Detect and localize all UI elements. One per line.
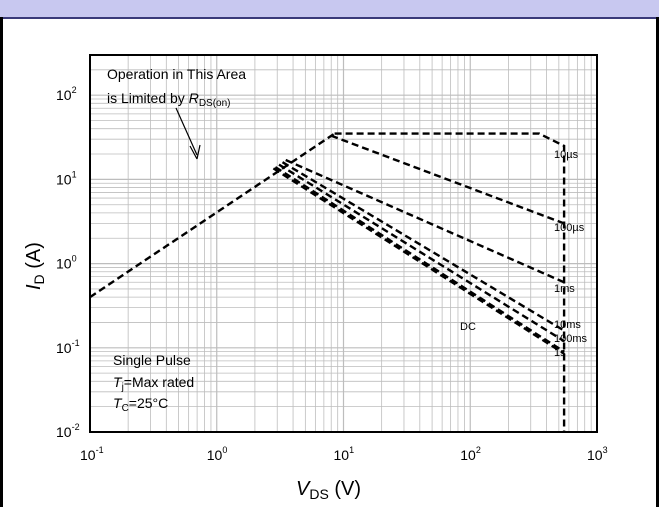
x-tick-label: 100 — [207, 445, 228, 463]
rds-arrow-head — [189, 144, 201, 160]
dc-label: DC — [460, 321, 476, 333]
curve-100ms — [278, 163, 565, 343]
pulse-annotation: Single Pulse Tj=Max rated TC=25°C — [113, 352, 194, 414]
curve-label-1ms: 1ms — [554, 283, 575, 295]
curve-label-10µs: 10µs — [554, 149, 579, 161]
rds-annotation-line1: Operation in This Area — [107, 66, 246, 82]
curve-10µs — [334, 132, 566, 432]
y-axis-title: ID (A) — [23, 242, 47, 290]
curve-label-1s: 1s — [554, 347, 566, 359]
x-axis-title: VDS (V) — [296, 478, 361, 502]
y-tick-label: 10-2 — [56, 422, 80, 440]
curve-1ms — [285, 158, 565, 284]
curve-DC — [272, 167, 565, 355]
curve-1s — [274, 166, 565, 353]
rds-on-limit-line — [89, 132, 336, 299]
curve-labels: 10µs 100µs 1ms 10ms 100ms 1s — [554, 149, 588, 359]
x-tick-label: 103 — [587, 445, 608, 463]
x-tick-label: 101 — [334, 445, 355, 463]
rds-annotation: Operation in This Area is Limited by RDS… — [107, 66, 246, 160]
curve-100µs — [330, 134, 565, 225]
single-pulse-text: Single Pulse — [113, 352, 191, 368]
y-tick-label: 100 — [56, 254, 77, 272]
curve-label-10ms: 10ms — [554, 319, 581, 331]
rds-annotation-line2: is Limited by RDS(on) — [107, 90, 231, 109]
right-border — [656, 17, 659, 507]
y-tick-label: 101 — [56, 169, 77, 187]
tc-text: TC=25°C — [113, 395, 168, 414]
left-border — [0, 17, 3, 507]
x-tick-label: 10-1 — [80, 445, 104, 463]
y-tick-label: 10-1 — [56, 338, 80, 356]
curves — [89, 132, 566, 432]
y-tick-label: 102 — [56, 85, 77, 103]
curve-label-100µs: 100µs — [554, 222, 585, 234]
curve-label-100ms: 100ms — [554, 333, 588, 345]
x-tick-label: 102 — [460, 445, 481, 463]
plot-border — [89, 54, 598, 433]
header-band — [0, 0, 659, 19]
tj-text: Tj=Max rated — [113, 374, 194, 393]
rds-arrow-line — [175, 107, 198, 156]
